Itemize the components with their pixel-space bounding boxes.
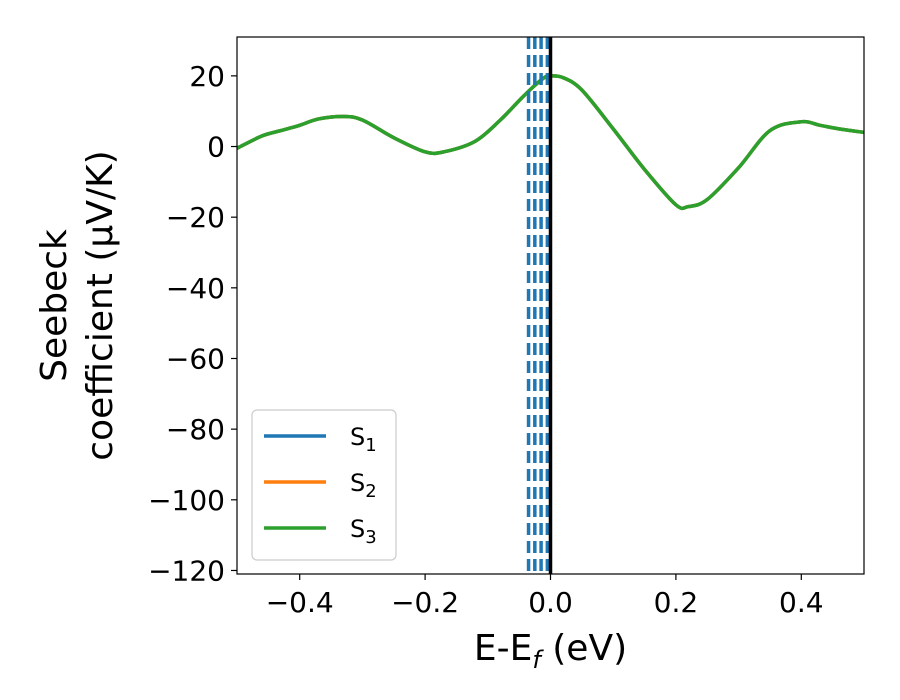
y-tick-label: −20 <box>166 201 225 234</box>
x-tick-label: 0.0 <box>528 586 573 619</box>
legend-label-sub: 1 <box>365 435 376 456</box>
y-tick-label: −80 <box>166 413 225 446</box>
series-line-3 <box>237 74 864 211</box>
legend-label-sub: 2 <box>365 481 376 502</box>
y-tick-label: 20 <box>189 60 225 93</box>
y-axis-label-line-1: Seebeck <box>34 229 75 382</box>
y-tick-label: 0 <box>207 131 225 164</box>
legend-label-main: S <box>350 469 365 497</box>
legend-label-1: S1 <box>350 423 377 456</box>
x-tick-label: −0.4 <box>266 586 334 619</box>
x-axis-label-unit: (eV) <box>541 628 627 669</box>
axis-labels: E-Ef (eV) Seebeck coefficient (μV/K) <box>34 150 627 674</box>
y-tick-label: −120 <box>148 554 225 587</box>
legend-label-sub: 3 <box>365 527 376 548</box>
plot-area <box>237 37 864 574</box>
x-tick-label: −0.2 <box>391 586 459 619</box>
legend-label-main: S <box>350 423 365 451</box>
legend-label-main: S <box>350 515 365 543</box>
x-axis-label: E-Ef (eV) <box>474 628 627 674</box>
y-tick-label: −40 <box>166 272 225 305</box>
legend-box <box>251 409 397 561</box>
legend-label-3: S3 <box>350 515 377 548</box>
y-tick-label: −100 <box>148 484 225 517</box>
legend-label-2: S2 <box>350 469 377 502</box>
y-tick-label: −60 <box>166 342 225 375</box>
y-axis-label-line-2: coefficient (μV/K) <box>80 150 121 460</box>
ticks: −0.4 −0.2 0.0 0.2 0.4 20 0 −20 −40 −60 −80 −100 −120 <box>148 60 823 619</box>
x-axis-label-main: E-E <box>474 628 532 669</box>
x-tick-label: 0.2 <box>654 586 699 619</box>
x-tick-label: 0.4 <box>779 586 824 619</box>
